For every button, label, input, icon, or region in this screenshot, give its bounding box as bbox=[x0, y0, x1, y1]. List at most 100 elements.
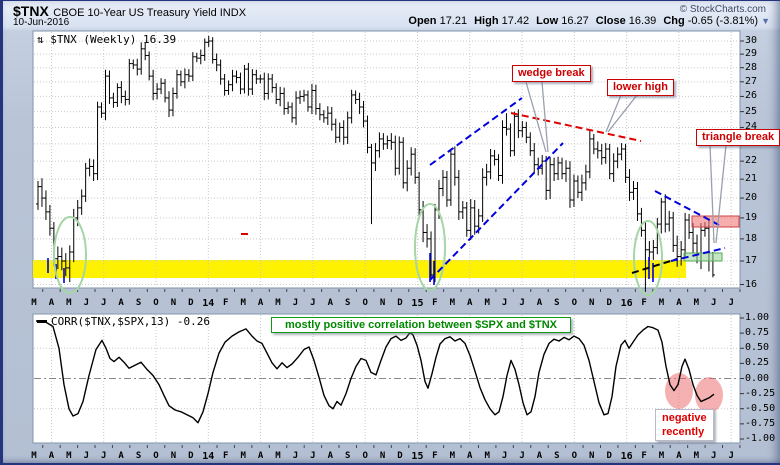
ohlc-bar bbox=[393, 135, 398, 176]
ohlc-bar bbox=[143, 42, 148, 61]
symbol-description: CBOE 10-Year US Treasury Yield INDX bbox=[53, 7, 247, 19]
ohlc-bar bbox=[298, 90, 303, 104]
ohlc-bar bbox=[496, 154, 501, 182]
price-axis-label: 21 bbox=[745, 173, 758, 185]
price-axis-label: 18 bbox=[745, 232, 758, 244]
month-axis-label: 16 bbox=[620, 451, 633, 462]
month-axis-label: A bbox=[467, 298, 473, 308]
ohlc-bar bbox=[683, 212, 688, 258]
ohlc-bar bbox=[651, 239, 656, 260]
ohlc-bar bbox=[357, 92, 362, 114]
pink-negative-ellipse bbox=[695, 377, 723, 413]
ohlc-bar bbox=[294, 91, 299, 126]
ohlc-bar bbox=[524, 121, 529, 144]
ohlc-bar bbox=[190, 52, 195, 82]
callout-tail bbox=[715, 144, 727, 244]
ohlc-bar bbox=[119, 81, 124, 104]
price-axis-label: 30 bbox=[745, 35, 758, 46]
ohlc-bar bbox=[329, 107, 334, 131]
ohlc-bar bbox=[95, 101, 100, 181]
month-axis-label: O bbox=[362, 451, 368, 461]
month-axis-label: 14 bbox=[202, 451, 215, 462]
quote-value: -0.65 (-3.81%) bbox=[684, 15, 759, 27]
ohlc-bar bbox=[242, 64, 247, 94]
month-axis-label: F bbox=[223, 298, 229, 308]
trendline-lower-highs bbox=[510, 112, 642, 142]
ohlc-bar bbox=[472, 200, 477, 235]
ohlc-bar bbox=[234, 70, 239, 84]
month-axis-label: J bbox=[310, 298, 316, 308]
ohlc-bar bbox=[206, 35, 211, 47]
ohlc-bar bbox=[325, 106, 330, 126]
month-axis-label: M bbox=[240, 451, 246, 461]
month-axis-label: A bbox=[257, 451, 264, 461]
month-axis-label: O bbox=[362, 298, 368, 308]
annotation-triangle-break: triangle break bbox=[696, 129, 780, 146]
month-axis-label: O bbox=[153, 451, 159, 461]
ohlc-bar bbox=[202, 38, 207, 61]
corr-axis-label: -1.00 bbox=[745, 433, 776, 444]
ohlc-bar bbox=[500, 120, 505, 184]
month-axis-label: M bbox=[693, 451, 700, 461]
ohlc-bar bbox=[182, 68, 187, 89]
pink-negative-ellipse bbox=[665, 373, 693, 409]
ohlc-bar bbox=[87, 158, 92, 177]
ohlc-bar bbox=[83, 162, 88, 202]
ohlc-bar bbox=[671, 211, 676, 253]
ohlc-bar bbox=[369, 143, 374, 225]
month-axis-label: A bbox=[676, 298, 682, 308]
line-swatch-icon bbox=[37, 320, 47, 323]
ohlc-bar bbox=[43, 190, 48, 220]
ohlc-bar bbox=[365, 115, 370, 154]
ohlc-bar bbox=[198, 49, 203, 65]
price-axis-label: 27 bbox=[745, 75, 758, 87]
ohlc-bar bbox=[258, 74, 263, 84]
price-axis-label: 22 bbox=[745, 155, 758, 167]
month-axis-label: F bbox=[432, 451, 438, 461]
updown-arrows-icon[interactable]: ⇅ bbox=[37, 33, 44, 46]
month-axis-label: A bbox=[257, 298, 264, 308]
ohlc-bar bbox=[337, 122, 342, 143]
callout-tail bbox=[605, 94, 622, 133]
callout-tail bbox=[607, 94, 638, 133]
ohlc-bar bbox=[151, 69, 156, 101]
corr-legend-text: CORR($TNX,$SPX,13) -0.26 bbox=[51, 315, 210, 328]
ohlc-bar bbox=[301, 89, 306, 102]
ohlc-bar bbox=[131, 59, 136, 70]
month-axis-label: F bbox=[641, 298, 647, 308]
month-axis-label: A bbox=[118, 298, 124, 308]
ohlc-bar bbox=[675, 235, 680, 267]
price-axis-label: 17 bbox=[745, 255, 758, 267]
chart-date: 10-Jun-2016 bbox=[13, 17, 70, 28]
month-axis-label: A bbox=[48, 451, 55, 461]
ohlc-bar bbox=[282, 87, 287, 115]
ohlc-bar bbox=[464, 201, 469, 237]
annotation-lower-high: lower high bbox=[607, 79, 674, 96]
copyright-label: © StockCharts.com bbox=[679, 4, 766, 15]
chevron-down-icon[interactable]: ▼ bbox=[761, 16, 770, 26]
month-axis-label: D bbox=[188, 298, 194, 308]
green-low-ellipse bbox=[633, 220, 663, 296]
ohlc-bar bbox=[214, 53, 219, 72]
trendline-wedge-upper bbox=[429, 97, 523, 166]
ohlc-bar bbox=[39, 178, 44, 207]
month-axis-label: A bbox=[467, 451, 473, 461]
ohlc-bar bbox=[571, 174, 576, 207]
chart-graphics bbox=[32, 30, 744, 448]
ohlc-bar bbox=[361, 100, 366, 128]
ohlc-bar bbox=[468, 199, 473, 240]
ohlc-bar bbox=[194, 52, 199, 63]
ohlc-bar bbox=[667, 210, 672, 232]
ohlc-bar bbox=[270, 74, 275, 93]
main-chart-legend: ⇅ $TNX (Weekly) 16.39 bbox=[37, 33, 176, 46]
month-axis-label: J bbox=[501, 298, 508, 308]
ohlc-bar bbox=[230, 69, 235, 92]
month-axis-label: D bbox=[188, 451, 194, 461]
month-axis-label: J bbox=[711, 451, 717, 461]
ohlc-bar bbox=[488, 149, 493, 180]
month-axis-label: M bbox=[66, 451, 72, 461]
corr-axis-label: 0.00 bbox=[745, 372, 770, 384]
quote-label: High bbox=[474, 15, 499, 27]
month-axis-label: N bbox=[589, 451, 595, 461]
month-axis-label: O bbox=[571, 451, 578, 461]
